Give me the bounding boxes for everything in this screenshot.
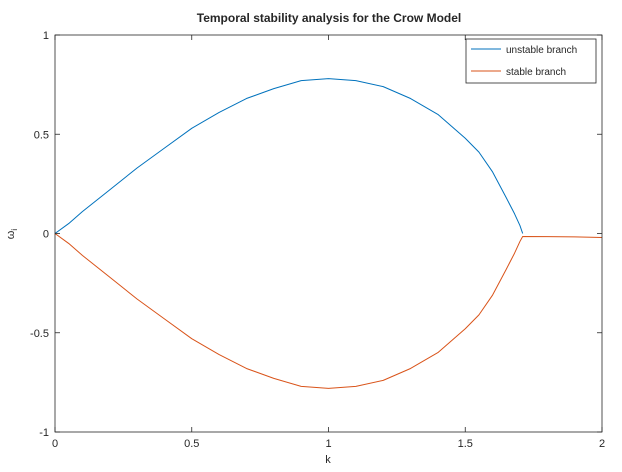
y-axis-label: ωi: [5, 229, 19, 240]
legend-box: [465, 38, 597, 84]
y-tick-label: 0: [43, 229, 49, 241]
y-axis: -1 -0.5 0 0.5 1: [30, 30, 602, 439]
chart-title: Temporal stability analysis for the Crow…: [197, 11, 462, 25]
legend-label: unstable branch: [506, 45, 577, 56]
y-tick-label: -1: [39, 427, 49, 439]
legend-label: stable branch: [506, 67, 566, 78]
y-axis-label-subscript: i: [10, 229, 19, 231]
y-tick-label: -0.5: [30, 328, 49, 340]
series-line-2: [54, 233, 603, 389]
plot-area: [55, 35, 602, 432]
y-tick-label: 1: [43, 30, 49, 42]
x-tick-label: 2: [599, 438, 605, 450]
x-axis-label: k: [325, 454, 331, 466]
y-tick-label: 0.5: [34, 129, 49, 141]
x-tick-label: 0.5: [184, 438, 199, 450]
series-layer: [54, 78, 603, 389]
y-axis-label-symbol: ω: [5, 230, 17, 239]
legend[interactable]: unstable branch stable branch: [465, 38, 597, 84]
x-tick-label: 0: [52, 438, 58, 450]
x-tick-label: 1: [325, 438, 331, 450]
series-line-1: [54, 78, 524, 234]
x-tick-label: 1.5: [458, 438, 473, 450]
x-axis: 0 0.5 1 1.5 2: [52, 35, 605, 450]
